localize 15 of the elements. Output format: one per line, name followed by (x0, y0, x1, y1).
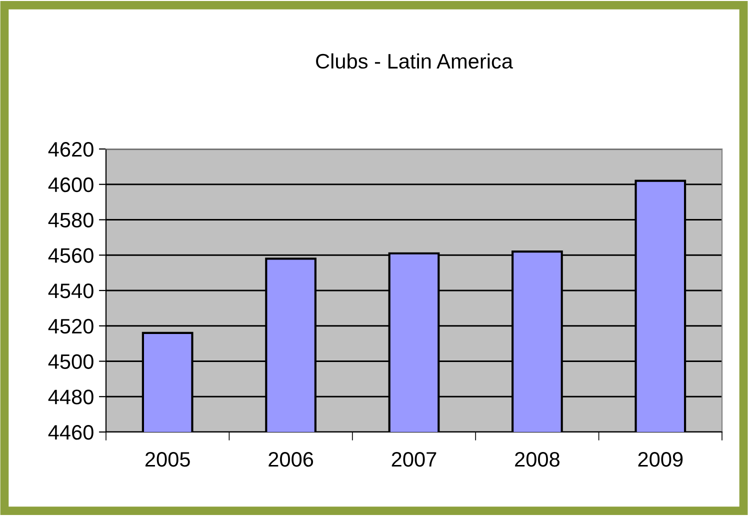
x-tick-label: 2009 (638, 452, 683, 467)
y-tick-label: 4540 (48, 284, 94, 298)
x-tick-label: 2008 (515, 452, 560, 467)
y-tick-label: 4600 (48, 177, 94, 192)
y-tick-label: 4520 (48, 318, 94, 334)
x-tick-label: 2007 (392, 452, 436, 467)
y-tick-label: 4480 (48, 390, 94, 404)
x-tick-label: 2006 (268, 452, 314, 467)
y-tick-label: 4500 (48, 354, 94, 370)
chart-title: Clubs - Latin America (316, 53, 514, 69)
y-tick-label: 4580 (48, 212, 94, 228)
y-tick-label: 4620 (48, 142, 94, 157)
y-tick-label: 4560 (48, 248, 94, 263)
x-tick-label: 2005 (145, 452, 190, 467)
y-tick-label: 4460 (48, 425, 94, 440)
